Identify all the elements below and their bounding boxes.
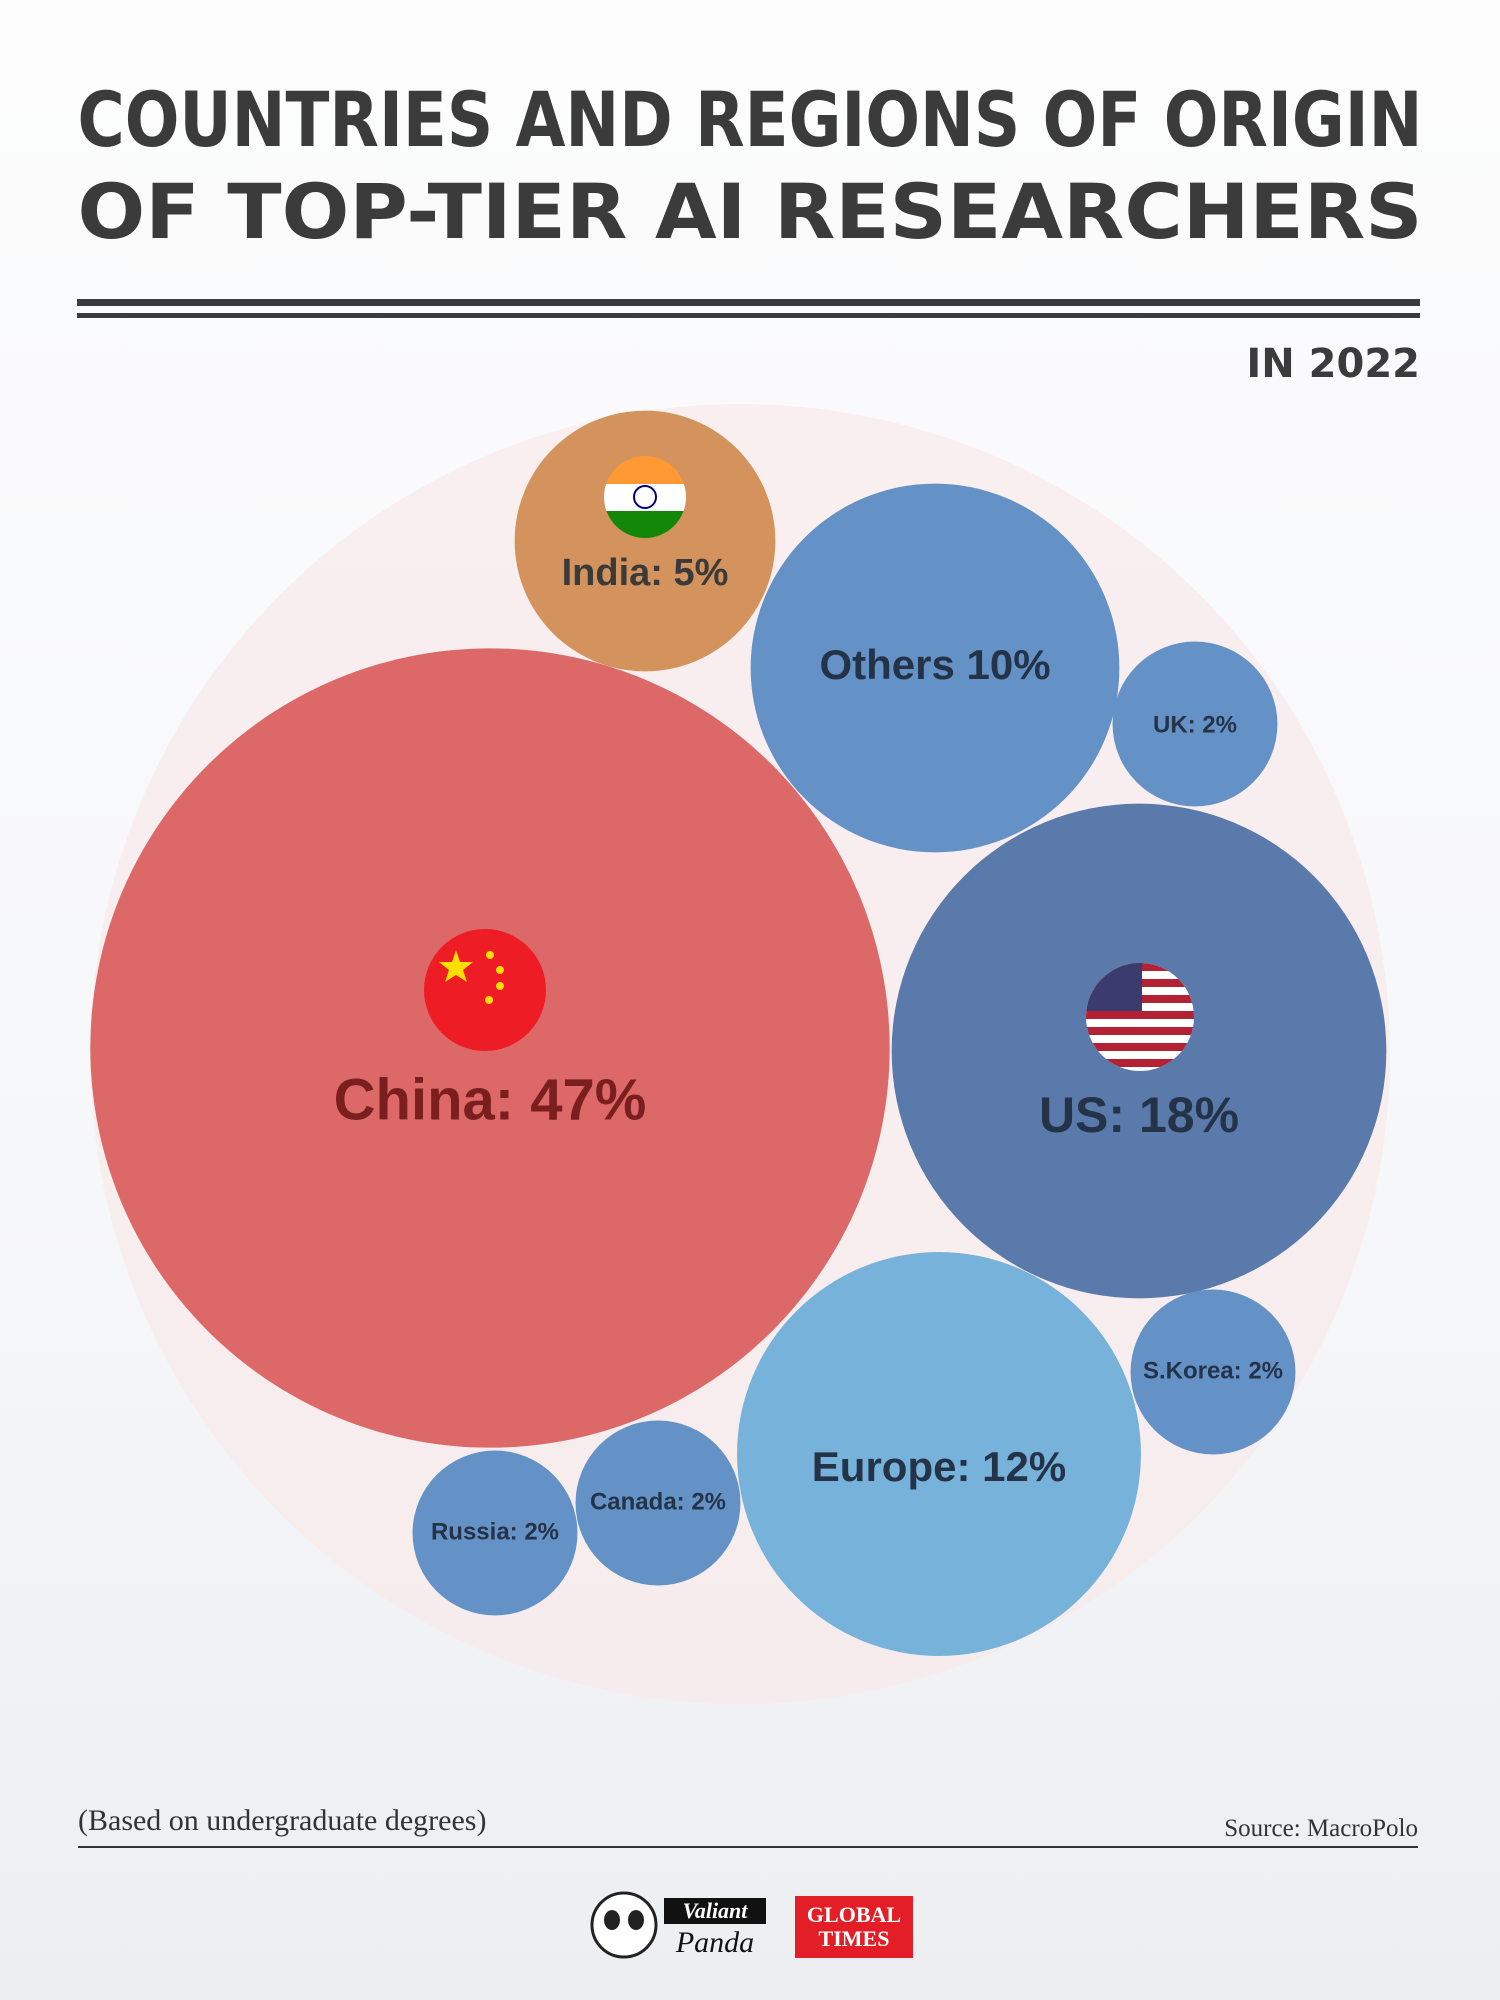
china-flag	[424, 929, 546, 1051]
subtitle: IN 2022	[1246, 341, 1420, 387]
bubble	[412, 1450, 578, 1616]
global-times-logo: GLOBAL TIMES	[795, 1896, 913, 1958]
bubble-label: Canada: 2%	[590, 1488, 726, 1515]
footnote: (Based on undergraduate degrees)	[78, 1804, 486, 1837]
valiant-panda-logo: Valiant Panda	[590, 1891, 766, 1959]
logo-text: Valiant	[683, 1898, 749, 1923]
bubble-label: Europe: 12%	[812, 1443, 1066, 1490]
rule	[78, 1846, 1418, 1848]
rule	[77, 313, 1420, 318]
bubble	[750, 483, 1120, 853]
bubble-label: Others 10%	[819, 641, 1050, 688]
title-line-2: OF TOP-TIER AI RESEARCHERS	[78, 167, 1423, 256]
us-flag	[1086, 963, 1194, 1071]
bubble	[1130, 1289, 1296, 1455]
logo-text: GLOBAL	[807, 1902, 901, 1927]
logo-text: Panda	[675, 1926, 754, 1959]
source: Source: MacroPolo	[1224, 1815, 1418, 1842]
bubble	[1112, 641, 1278, 807]
rule	[77, 299, 1420, 306]
bubbles: China: 47% US: 18% Europe: 12% Others 10% In…	[90, 410, 1387, 1656]
bubble-label: UK: 2%	[1153, 711, 1237, 738]
bubble-label: Russia: 2%	[431, 1518, 559, 1545]
title-line-1: COUNTRIES AND REGIONS OF ORIGIN	[78, 75, 1423, 164]
bubble	[514, 410, 776, 672]
bubble	[737, 1252, 1141, 1656]
bubble-label: China: 47%	[334, 1067, 647, 1132]
bubble	[575, 1420, 741, 1586]
bubble-label: S.Korea: 2%	[1143, 1357, 1283, 1384]
bubble-label: US: 18%	[1039, 1087, 1239, 1143]
logo-text: TIMES	[819, 1926, 890, 1951]
bubble-label: India: 5%	[562, 552, 729, 594]
